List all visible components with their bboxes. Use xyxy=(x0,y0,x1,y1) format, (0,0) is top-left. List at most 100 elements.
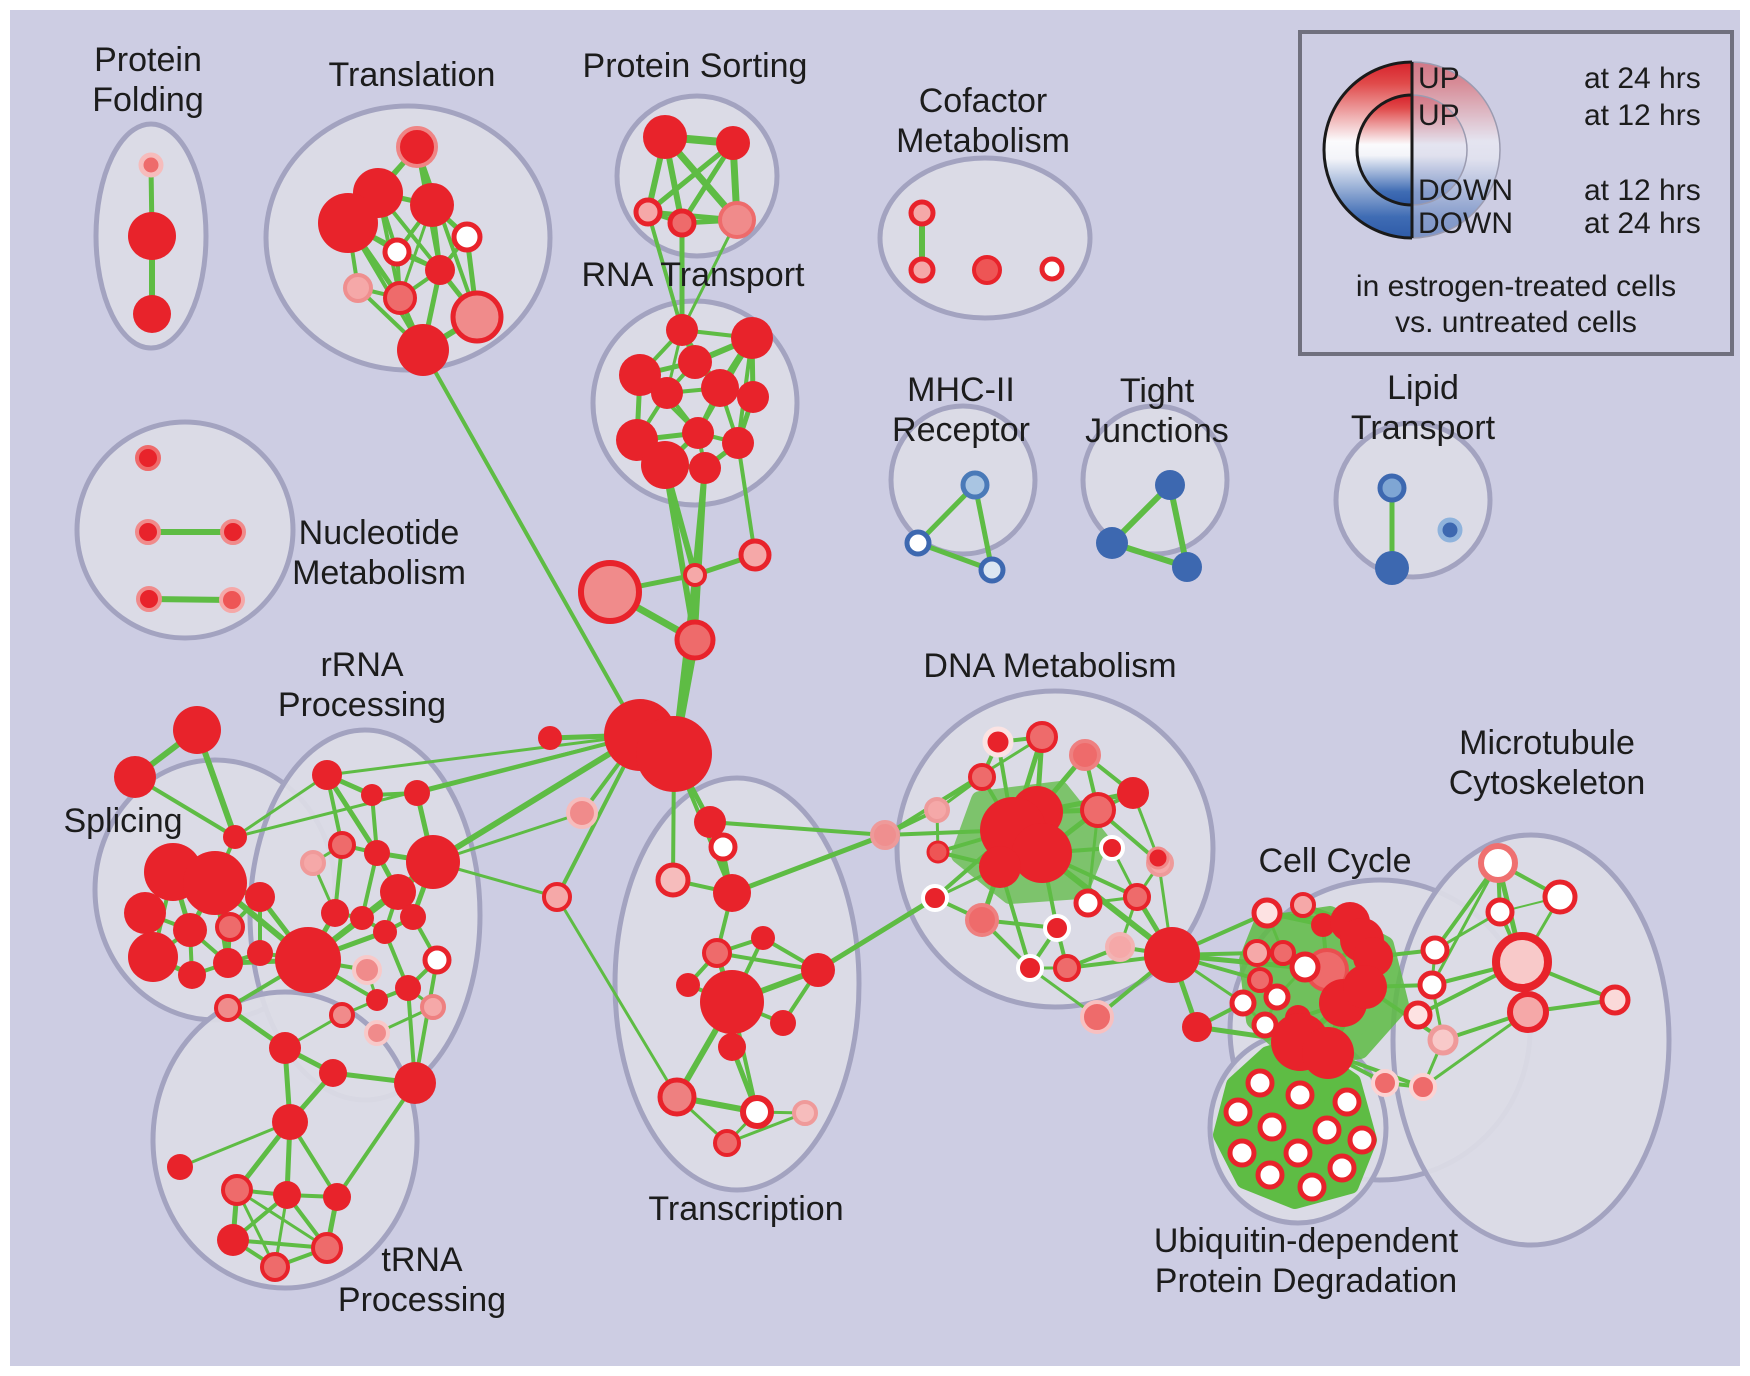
node-r7 xyxy=(406,835,460,889)
node-q11 xyxy=(260,1252,290,1282)
node-r9 xyxy=(321,899,349,927)
node-q8 xyxy=(323,1183,351,1211)
node-t10 xyxy=(450,290,504,344)
node-r5 xyxy=(300,850,326,876)
legend-dir-down24: DOWN xyxy=(1418,207,1513,240)
node-d10 xyxy=(1117,777,1149,809)
node-u9 xyxy=(1283,1138,1313,1168)
node-s3 xyxy=(124,892,166,934)
node-nm2 xyxy=(135,519,161,545)
edge xyxy=(430,732,643,865)
node-cf3 xyxy=(972,255,1002,285)
node-r6 xyxy=(364,840,390,866)
node-r3 xyxy=(404,780,430,806)
node-tj3 xyxy=(1172,552,1202,582)
node-r19 xyxy=(566,797,598,829)
node-m1 xyxy=(1478,843,1518,883)
node-d13 xyxy=(979,846,1021,888)
node-rt10 xyxy=(722,427,754,459)
node-t6 xyxy=(382,237,412,267)
node-rt5 xyxy=(651,377,683,409)
edge xyxy=(415,145,479,319)
node-cf2 xyxy=(908,256,936,284)
label-nucleotide-metabolism: Nucleotide Metabolism xyxy=(292,514,466,592)
node-b2 xyxy=(921,884,949,912)
edge xyxy=(645,140,736,215)
node-c3 xyxy=(578,560,642,624)
node-r12 xyxy=(373,920,397,944)
node-tr2 xyxy=(708,832,738,862)
node-b1 xyxy=(870,820,900,850)
node-tr6 xyxy=(702,938,732,968)
node-mh3 xyxy=(978,556,1006,584)
node-rt3 xyxy=(619,354,661,396)
node-rt12 xyxy=(689,452,721,484)
node-u1 xyxy=(1245,1068,1275,1098)
node-tr14 xyxy=(740,1095,774,1129)
node-d4 xyxy=(968,763,996,791)
node-t3 xyxy=(318,193,378,253)
node-u6 xyxy=(1312,1115,1342,1145)
node-r20 xyxy=(538,726,562,750)
node-tr8 xyxy=(676,973,700,997)
node-cc11 xyxy=(1270,940,1296,966)
node-r22 xyxy=(329,1002,355,1028)
node-u12 xyxy=(1297,1172,1327,1202)
node-cc25 xyxy=(1409,1073,1437,1101)
node-t11 xyxy=(397,324,449,376)
label-protein-folding: Protein Folding xyxy=(92,41,204,119)
node-r21 xyxy=(394,1062,436,1104)
legend-caption-line2: vs. untreated cells xyxy=(1395,306,1637,339)
legend-faded-half xyxy=(1412,62,1500,238)
node-r14 xyxy=(352,955,382,985)
node-q2 xyxy=(269,1032,301,1064)
edge xyxy=(178,1120,292,1169)
node-d11 xyxy=(1099,835,1125,861)
node-r11 xyxy=(400,904,426,930)
legend-dir-down12: DOWN xyxy=(1418,174,1513,207)
node-u3 xyxy=(1332,1087,1362,1117)
node-e1 xyxy=(1073,888,1103,918)
edge xyxy=(736,441,757,557)
node-rt9 xyxy=(682,417,714,449)
node-tr9 xyxy=(801,953,835,987)
node-t4 xyxy=(410,183,454,227)
edge xyxy=(233,773,329,839)
node-m3 xyxy=(1485,897,1515,927)
node-cc15 xyxy=(1229,989,1257,1017)
node-e3 xyxy=(1146,846,1170,870)
node-ps3 xyxy=(633,197,663,227)
legend-time-down12: at 12 hrs xyxy=(1584,174,1701,207)
node-cc16 xyxy=(1251,1011,1279,1039)
node-tj1 xyxy=(1155,470,1185,500)
label-translation: Translation xyxy=(329,56,496,94)
node-r23 xyxy=(364,1020,390,1046)
node-cc23 xyxy=(1427,1024,1459,1056)
node-r10 xyxy=(350,906,374,930)
node-pf2 xyxy=(128,212,176,260)
node-hub2 xyxy=(636,716,712,792)
node-q7 xyxy=(273,1181,301,1209)
label-trna-processing: tRNA Processing xyxy=(338,1241,506,1319)
legend: UP at 24 hrs UP at 12 hrs DOWN at 12 hrs… xyxy=(1298,30,1734,356)
cluster-cofactor-metabolism xyxy=(877,155,1093,321)
label-mhc-ii-receptor: MHC-II Receptor xyxy=(892,371,1030,449)
node-cc12 xyxy=(1289,951,1321,983)
edge xyxy=(324,772,380,856)
node-r8 xyxy=(380,874,416,910)
legend-outer-left-arc xyxy=(1322,60,1413,240)
node-lt1 xyxy=(1377,473,1407,503)
node-c4 xyxy=(674,619,716,661)
node-lt2 xyxy=(1375,551,1409,585)
node-r13 xyxy=(422,945,452,975)
node-u8 xyxy=(1227,1138,1257,1168)
label-rna-transport: RNA Transport xyxy=(582,256,806,294)
edge xyxy=(815,895,938,973)
node-ps2 xyxy=(716,126,750,160)
node-c1 xyxy=(683,563,707,587)
node-rt1 xyxy=(666,314,698,346)
label-microtubule-cytoskeleton: Microtubule Cytoskeleton xyxy=(1449,724,1646,802)
node-tr10 xyxy=(700,970,764,1034)
label-protein-sorting: Protein Sorting xyxy=(583,47,808,85)
node-tr3 xyxy=(655,862,691,898)
